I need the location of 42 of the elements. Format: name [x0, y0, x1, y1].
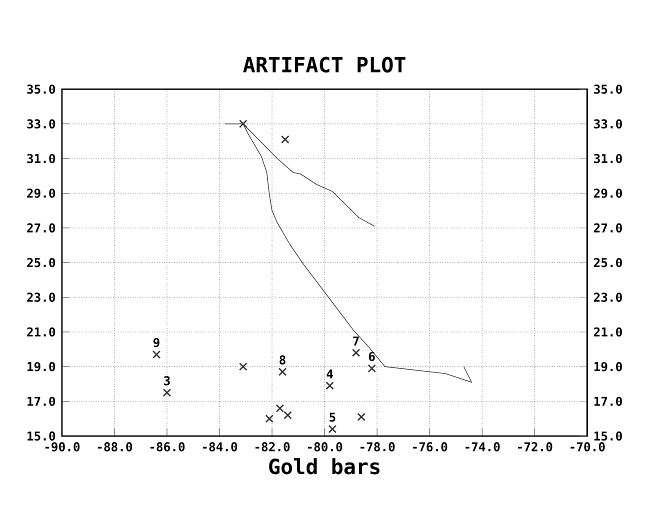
- y-tick-label: 19.0: [28, 362, 56, 372]
- y-tick-label: 25.0: [27, 258, 56, 268]
- y-tick-label: 29.0: [27, 188, 56, 198]
- annotation: 6: [368, 352, 375, 361]
- chart-title: ARTIFACT PLOT: [243, 56, 406, 72]
- y2-tick-label: 25.0: [594, 258, 622, 268]
- x-tick-label: -88.0: [98, 442, 132, 452]
- x-tick-label: -90.0: [45, 442, 80, 452]
- x-tick-label: -80.0: [308, 442, 342, 452]
- annotation: 3: [164, 376, 170, 386]
- annotation: 5: [330, 412, 336, 422]
- y-tick-label: 21.0: [27, 327, 56, 336]
- annotation: 4: [326, 369, 333, 378]
- x-axis-title: Gold bars: [269, 458, 380, 474]
- y-tick-label: 17.0: [28, 396, 56, 406]
- y2-tick-label: 35.0: [594, 84, 622, 94]
- x-tick-label: -72.0: [518, 442, 552, 452]
- annotation: 7: [353, 336, 359, 346]
- y-tick-label: 33.0: [27, 119, 56, 128]
- x-tick-label: -74.0: [466, 442, 500, 452]
- y2-tick-label: 29.0: [594, 188, 622, 198]
- x-tick-label: -76.0: [413, 442, 448, 452]
- y2-tick-label: 17.0: [594, 396, 622, 406]
- annotation: 9: [153, 338, 160, 347]
- x-tick-label: -84.0: [202, 442, 238, 452]
- y2-tick-label: 31.0: [594, 154, 622, 163]
- y-tick-label: 27.0: [27, 223, 56, 232]
- x-tick-label: -82.0: [255, 442, 290, 452]
- x-tick-label: -78.0: [360, 442, 395, 452]
- y-tick-label: 31.0: [27, 154, 56, 163]
- y-tick-label: 15.0: [28, 431, 56, 440]
- y2-tick-label: 19.0: [594, 362, 622, 372]
- y2-tick-label: 27.0: [594, 223, 622, 232]
- y2-tick-label: 21.0: [594, 327, 622, 336]
- x-tick-label: -86.0: [150, 442, 185, 452]
- y-tick-label: 35.0: [27, 84, 56, 94]
- annotation: 8: [280, 355, 286, 364]
- x-tick-label: -70.0: [570, 442, 605, 452]
- y2-tick-label: 23.0: [594, 292, 622, 302]
- y2-tick-label: 33.0: [594, 119, 622, 128]
- y2-tick-label: 15.0: [594, 431, 622, 440]
- y-tick-label: 23.0: [27, 292, 56, 302]
